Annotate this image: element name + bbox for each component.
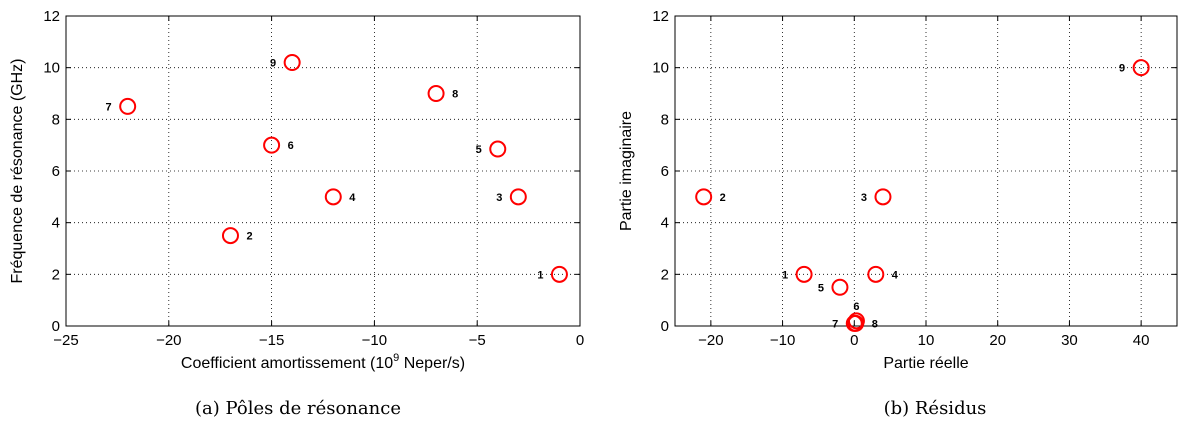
data-point-4: [867, 265, 885, 283]
point-label-4: 4: [349, 192, 356, 204]
x-tick-label: 20: [989, 332, 1006, 349]
point-label-1: 1: [782, 269, 788, 281]
data-point-7: [119, 97, 137, 115]
point-label-2: 2: [720, 192, 726, 204]
data-point-1: [550, 265, 568, 283]
x-tick-label: −20: [156, 332, 181, 349]
x-tick-label: −15: [259, 332, 284, 349]
x-tick-label: −20: [698, 332, 723, 349]
x-tick-label: −25: [53, 332, 78, 349]
caption-poles: (a) Pôles de résonance: [195, 398, 401, 419]
y-tick-label: 4: [661, 215, 669, 232]
x-axis-label: Partie réelle: [883, 355, 968, 372]
data-point-8: [427, 85, 445, 102]
y-tick-label: 6: [661, 163, 669, 180]
y-tick-label: 4: [52, 215, 60, 232]
caption-residus: (b) Résidus: [884, 398, 987, 419]
point-label-2: 2: [246, 231, 252, 243]
y-tick-label: 12: [43, 8, 60, 25]
x-tick-label: −10: [362, 332, 387, 349]
point-label-8: 8: [452, 89, 458, 101]
x-tick-label: 0: [576, 332, 584, 349]
point-label-6: 6: [288, 140, 294, 152]
x-tick-label: 40: [1133, 332, 1150, 349]
x-tick-label: −5: [469, 332, 486, 349]
y-tick-label: 0: [52, 318, 60, 335]
data-point-5: [489, 140, 507, 158]
y-tick-label: 10: [43, 60, 60, 77]
point-label-7: 7: [832, 318, 838, 330]
point-label-7: 7: [106, 101, 112, 113]
x-axis-label: Coefficient amortissement (109 Neper/s): [181, 352, 465, 372]
y-tick-label: 2: [661, 266, 669, 283]
data-point-9: [283, 54, 301, 71]
point-label-5: 5: [476, 144, 482, 156]
x-tick-label: 30: [1061, 332, 1078, 349]
data-point-8: [847, 314, 865, 332]
point-label-6: 6: [853, 301, 859, 313]
point-label-3: 3: [496, 192, 502, 204]
point-label-9: 9: [1119, 63, 1125, 75]
x-tick-label: 10: [918, 332, 935, 349]
y-tick-label: 10: [652, 60, 669, 77]
point-label-8: 8: [872, 318, 878, 330]
y-axis-label: Fréquence de résonance (GHz): [9, 59, 26, 284]
data-point-2: [221, 227, 239, 245]
data-point-3: [874, 188, 892, 206]
point-label-4: 4: [892, 269, 899, 281]
y-tick-label: 2: [52, 266, 60, 283]
data-point-4: [324, 188, 342, 206]
y-axis-label: Partie imaginaire: [618, 111, 635, 231]
x-tick-label: 0: [850, 332, 858, 349]
x-tick-label: −10: [770, 332, 795, 349]
y-tick-label: 0: [661, 318, 669, 335]
data-point-1: [795, 265, 813, 283]
y-tick-label: 8: [661, 111, 669, 128]
point-label-1: 1: [537, 269, 543, 281]
data-point-9: [1132, 59, 1150, 77]
data-point-2: [695, 188, 713, 206]
y-tick-label: 6: [52, 163, 60, 180]
data-point-3: [509, 188, 527, 206]
point-label-3: 3: [861, 192, 867, 204]
y-tick-label: 8: [52, 111, 60, 128]
data-point-6: [263, 136, 281, 154]
data-point-5: [831, 278, 849, 296]
point-label-5: 5: [818, 282, 824, 294]
plot-area: [675, 16, 1177, 326]
point-label-9: 9: [270, 58, 276, 70]
y-tick-label: 12: [652, 8, 669, 25]
